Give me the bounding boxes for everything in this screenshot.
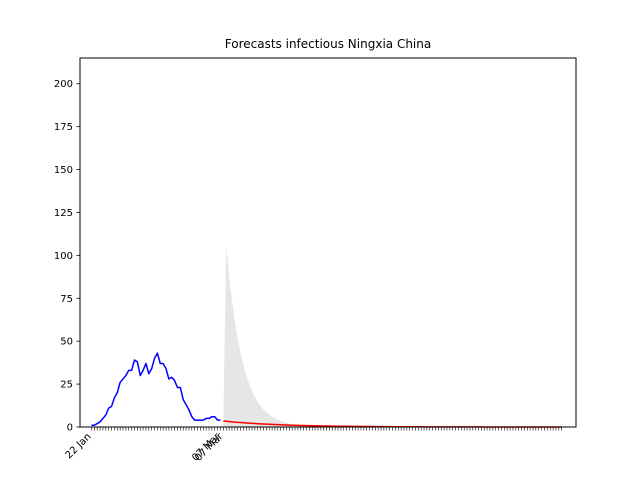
- observed-line: [91, 352, 221, 427]
- y-tick-label: 50: [60, 337, 73, 348]
- y-tick-label: 25: [60, 380, 73, 391]
- y-tick-label: 125: [54, 208, 73, 219]
- chart-title: Forecasts infectious Ningxia China: [225, 37, 431, 51]
- y-tick-label: 150: [54, 165, 73, 176]
- y-tick-label: 0: [67, 423, 73, 434]
- y-tick-label: 100: [54, 251, 73, 262]
- y-tick-label: 75: [60, 294, 73, 305]
- y-tick-label: 175: [54, 122, 73, 133]
- forecast-uncertainty-band: [223, 245, 562, 427]
- axes-frame: [79, 57, 577, 428]
- x-tick-label: 22 Jan: [64, 431, 94, 461]
- y-tick-label: 200: [54, 79, 73, 90]
